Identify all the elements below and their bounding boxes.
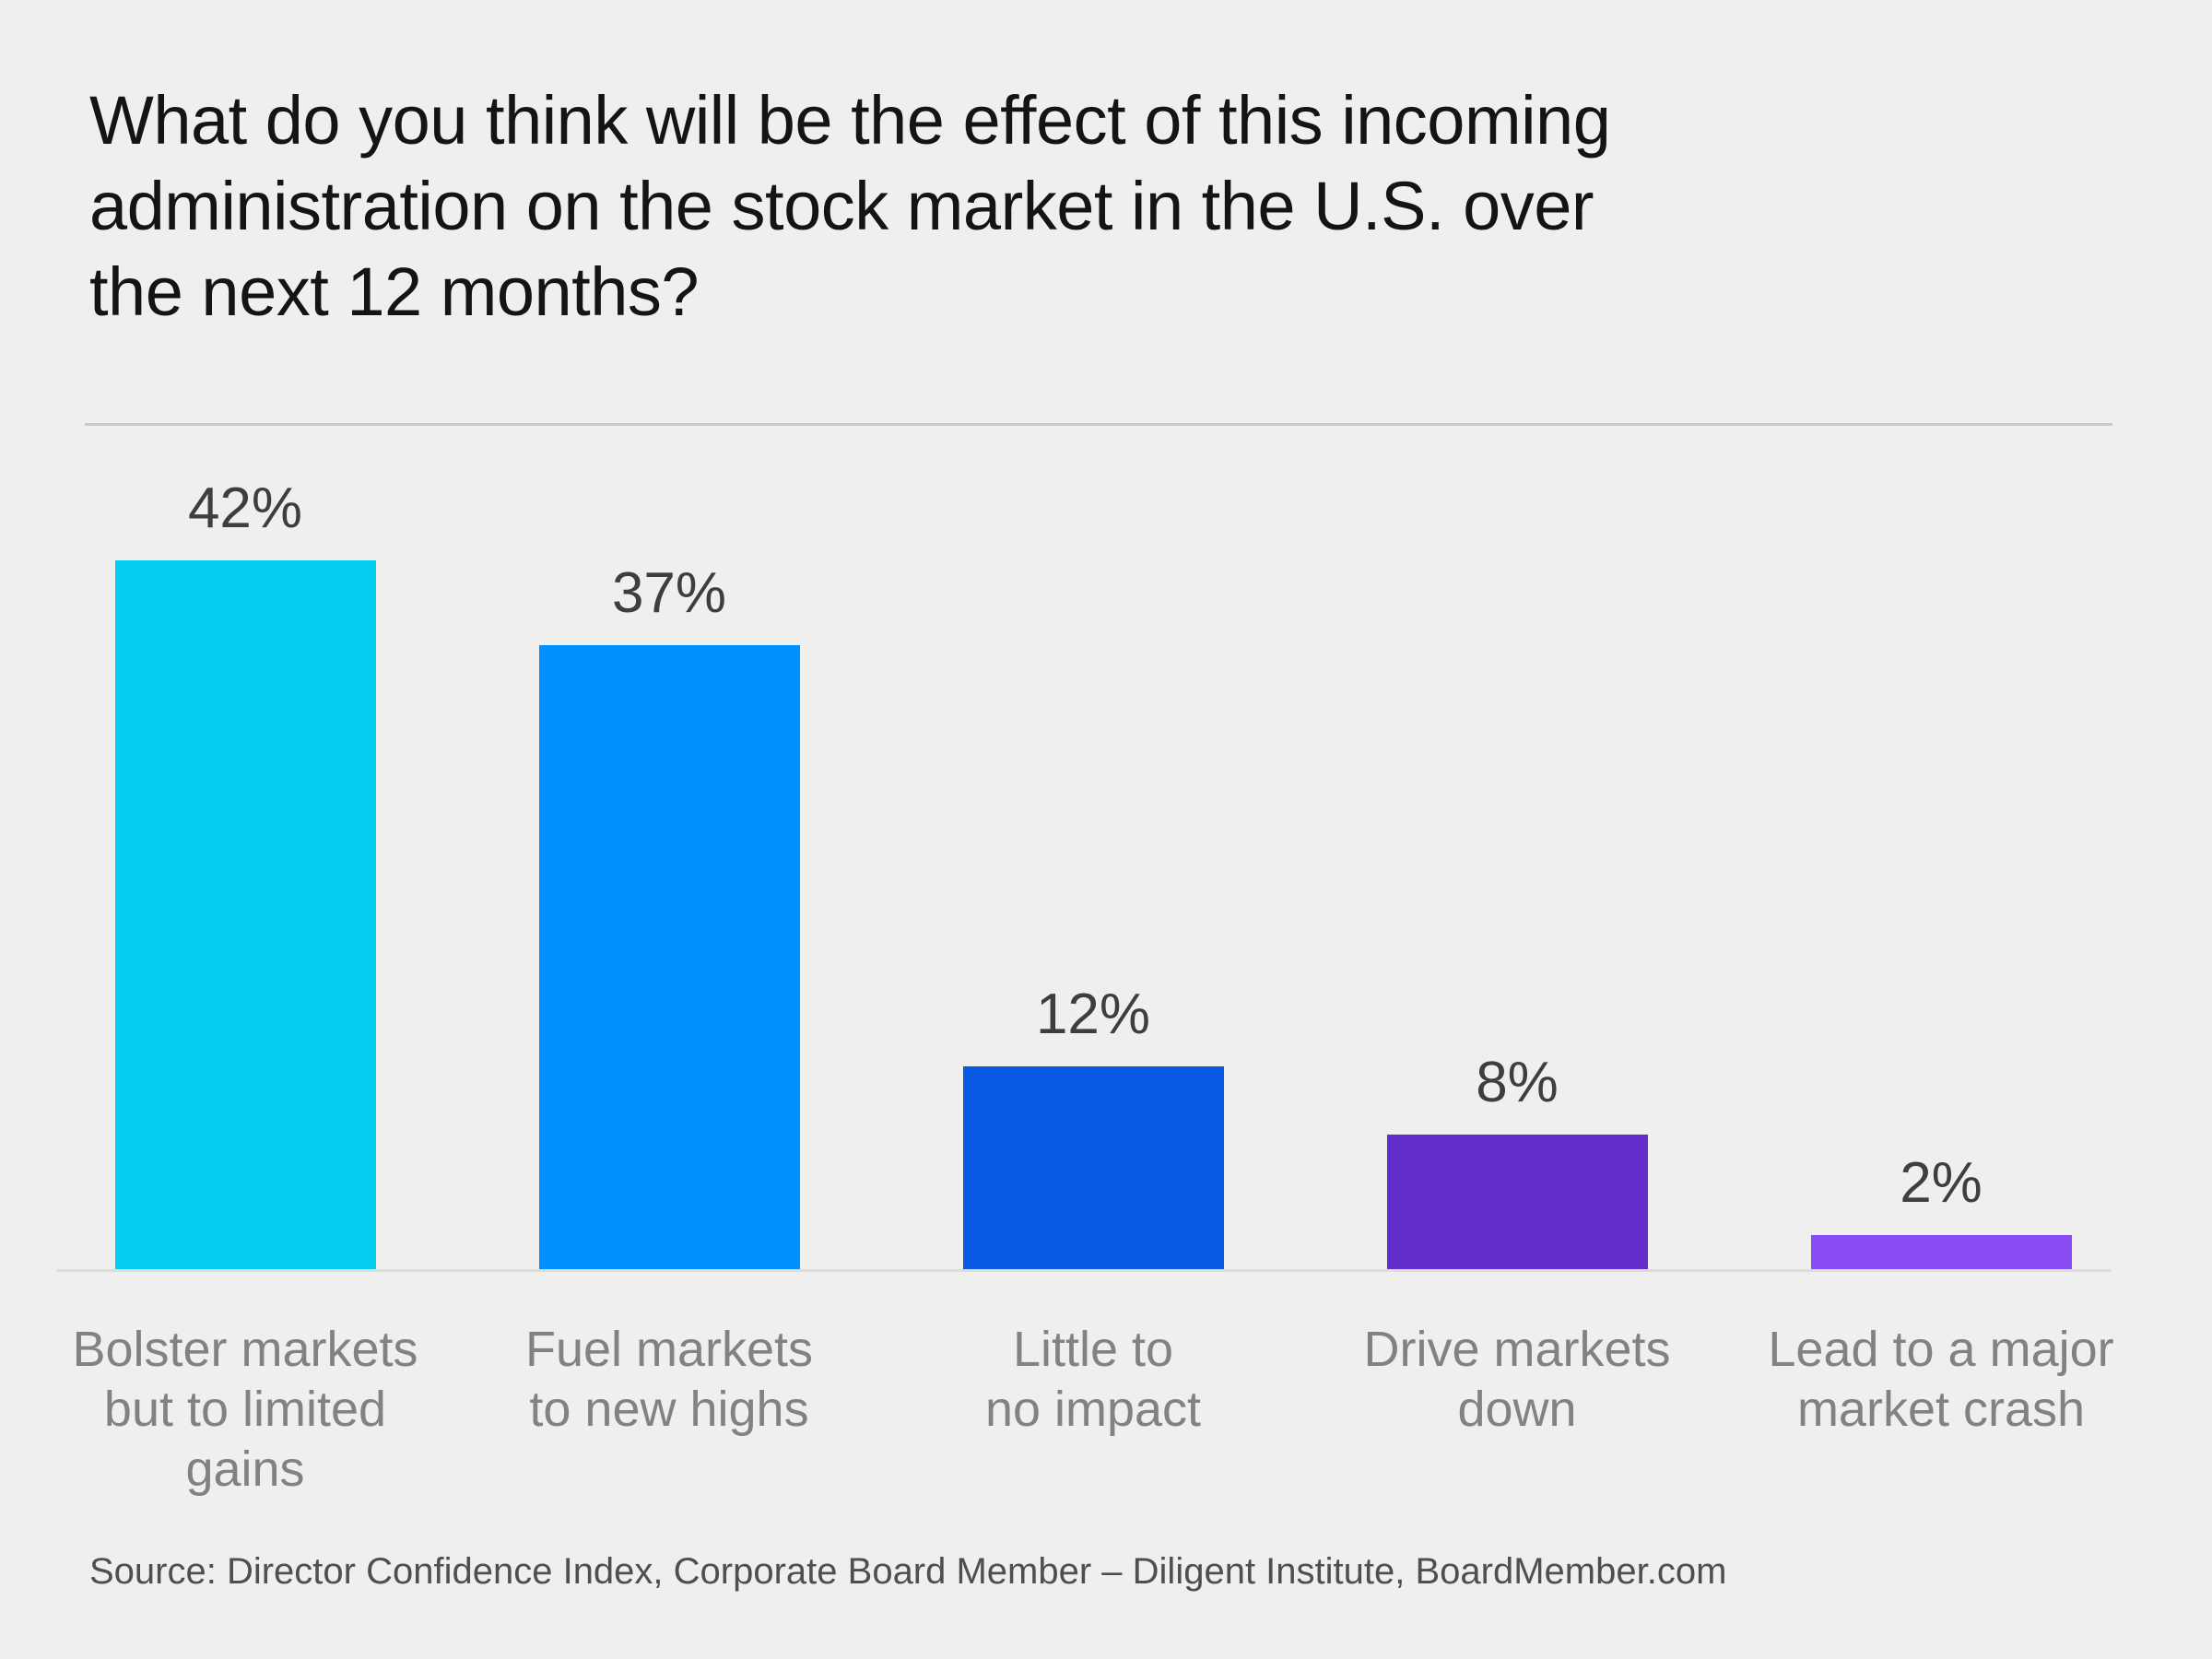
bar-category-label-line: market crash bbox=[1796, 1382, 2086, 1437]
bar bbox=[1810, 1235, 2072, 1269]
title-divider bbox=[85, 423, 2112, 426]
bar-category-label-line: Lead to a major bbox=[1768, 1322, 2114, 1377]
bar-value-label: 8% bbox=[1476, 1051, 1559, 1114]
bar-category-label: Bolster markets but to limited gains bbox=[6, 1320, 485, 1500]
bar-category-label-line: but to limited bbox=[103, 1382, 387, 1437]
chart-title-line-1: What do you think will be the effect of … bbox=[89, 82, 1611, 159]
bar-value-label: 2% bbox=[1900, 1151, 1983, 1215]
bar-category-label-line: to new highs bbox=[529, 1382, 809, 1437]
bar-category-label-line: Drive markets bbox=[1363, 1322, 1671, 1377]
chart-title-line-2: administration on the stock market in th… bbox=[89, 168, 1594, 244]
bar-category-label: Drive markets down bbox=[1277, 1320, 1757, 1440]
chart-title-line-3: the next 12 months? bbox=[89, 253, 700, 330]
chart-title: What do you think will be the effect of … bbox=[89, 77, 1611, 335]
bar bbox=[962, 1066, 1224, 1269]
bar-category-label-line: Fuel markets bbox=[524, 1322, 814, 1377]
x-axis-line bbox=[57, 1269, 2111, 1272]
bar-category-label: Lead to a major market crash bbox=[1701, 1320, 2181, 1440]
bar-category-label-line: gains bbox=[185, 1441, 305, 1497]
bar-value-label: 37% bbox=[611, 561, 727, 625]
bar-category-label-line: Little to bbox=[1012, 1322, 1174, 1377]
bar-value-label: 42% bbox=[187, 477, 303, 540]
bar-category-label: Little to no impact bbox=[853, 1320, 1333, 1440]
bar-category-label-line: no impact bbox=[984, 1382, 1202, 1437]
bar bbox=[538, 645, 800, 1269]
source-note: Source: Director Confidence Index, Corpo… bbox=[89, 1551, 1727, 1592]
bar-category-label-line: down bbox=[1457, 1382, 1577, 1437]
bar bbox=[114, 560, 376, 1269]
bar-value-label: 12% bbox=[1035, 982, 1151, 1046]
bar bbox=[1386, 1135, 1648, 1269]
bar-category-label-line: Bolster markets bbox=[72, 1322, 418, 1377]
bar-category-label: Fuel markets to new highs bbox=[429, 1320, 909, 1440]
